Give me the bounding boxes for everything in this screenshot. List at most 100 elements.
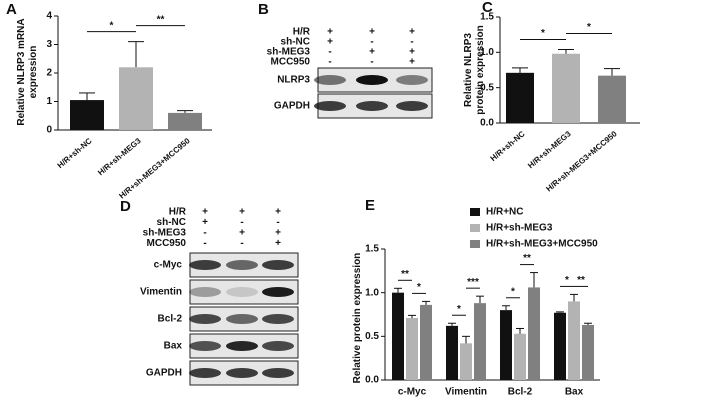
blot-band — [356, 75, 388, 85]
band-label: Vimentin — [140, 287, 182, 298]
band-label: GAPDH — [146, 368, 182, 379]
bar — [474, 303, 486, 380]
treatment-sign: + — [275, 228, 281, 239]
x-tick-label: c-Myc — [398, 387, 427, 398]
x-tick-label: H/R+sh-NC — [56, 136, 94, 170]
significance-label: * — [511, 286, 515, 297]
bar — [500, 310, 512, 380]
bar — [528, 287, 540, 380]
treatment-sign: + — [202, 207, 208, 218]
bar — [168, 112, 202, 130]
bar — [598, 75, 626, 123]
y-axis-label: Relative protein expression — [352, 252, 363, 384]
blot-band — [262, 314, 294, 324]
y-tick-label: 1 — [46, 96, 52, 107]
bar — [552, 53, 580, 123]
x-tick-label: H/R+sh-MEG3 — [96, 136, 143, 177]
treatment-label: sh-MEG3 — [267, 47, 311, 58]
treatment-label: sh-NC — [157, 217, 186, 228]
band-label: GAPDH — [274, 101, 310, 112]
x-tick-label: Bcl-2 — [508, 387, 533, 398]
blot-band — [396, 101, 428, 111]
y-tick-label: 3 — [46, 39, 52, 50]
panel-label: B — [258, 1, 269, 18]
bar — [70, 100, 104, 130]
bar — [514, 333, 526, 380]
bar — [420, 304, 432, 380]
significance-label: ** — [523, 253, 531, 264]
significance-label: * — [587, 22, 591, 33]
treatment-sign: + — [202, 217, 208, 228]
blot-band — [226, 314, 258, 324]
treatment-sign: + — [327, 37, 333, 48]
blot-band — [226, 341, 258, 351]
significance-label: * — [417, 282, 421, 293]
x-tick-label: Bax — [565, 387, 584, 398]
blot-band — [189, 314, 221, 324]
treatment-sign: + — [369, 47, 375, 58]
treatment-label: MCC950 — [271, 57, 311, 68]
significance-label: ** — [577, 275, 585, 286]
treatment-sign: + — [409, 27, 415, 38]
significance-label: * — [541, 28, 545, 39]
panel-label: A — [6, 1, 17, 18]
bar — [460, 343, 472, 380]
significance-label: * — [457, 304, 461, 315]
significance-label: ** — [157, 14, 165, 25]
significance-label: ** — [401, 269, 409, 280]
band-label: Bcl-2 — [158, 314, 183, 325]
blot-band — [262, 341, 294, 351]
legend-label: H/R+sh-MEG3+MCC950 — [486, 239, 598, 250]
blot-band — [396, 75, 428, 85]
x-tick-label: H/R+sh-NC — [489, 129, 527, 163]
significance-label: * — [565, 275, 569, 286]
legend-swatch — [470, 240, 480, 248]
bar — [406, 317, 418, 380]
blot-band — [189, 368, 221, 378]
treatment-sign: + — [239, 228, 245, 239]
treatment-sign: - — [370, 57, 373, 68]
y-tick-label: 1.0 — [365, 287, 379, 298]
treatment-sign: + — [275, 207, 281, 218]
treatment-sign: - — [240, 238, 243, 249]
treatment-sign: + — [275, 238, 281, 249]
bar — [392, 292, 404, 380]
treatment-label: H/R — [169, 207, 187, 218]
panel-label: C — [482, 0, 493, 16]
blot-band — [314, 75, 346, 85]
legend-swatch — [470, 208, 480, 216]
y-tick-label: 0 — [46, 125, 52, 136]
blot-band — [226, 260, 258, 270]
blot-band — [189, 287, 221, 297]
legend-swatch — [470, 224, 480, 232]
y-axis-label: Relative NLRP3 protein expression — [463, 25, 486, 115]
treatment-sign: - — [410, 37, 413, 48]
treatment-sign: - — [240, 217, 243, 228]
bar — [119, 67, 153, 130]
y-tick-label: 0.0 — [365, 375, 379, 386]
treatment-label: H/R — [293, 27, 311, 38]
bar — [568, 301, 580, 380]
blot-band — [356, 101, 388, 111]
treatment-sign: - — [328, 57, 331, 68]
blot-band — [262, 287, 294, 297]
band-label: Bax — [164, 341, 183, 352]
y-axis-label: Relative NLRP3 mRNA expression — [16, 18, 39, 126]
bar — [582, 324, 594, 380]
treatment-sign: + — [239, 207, 245, 218]
bar — [506, 72, 534, 123]
y-tick-label: 1.0 — [480, 47, 494, 58]
treatment-label: sh-NC — [281, 37, 310, 48]
significance-label: * — [110, 20, 114, 31]
treatment-sign: + — [327, 27, 333, 38]
treatment-label: sh-MEG3 — [143, 228, 187, 239]
significance-label: *** — [467, 277, 479, 288]
bar — [446, 325, 458, 380]
treatment-sign: + — [409, 57, 415, 68]
panel-label: D — [120, 198, 131, 215]
treatment-sign: - — [203, 228, 206, 239]
y-tick-label: 2 — [46, 68, 52, 79]
y-tick-label: 0.5 — [480, 82, 494, 93]
